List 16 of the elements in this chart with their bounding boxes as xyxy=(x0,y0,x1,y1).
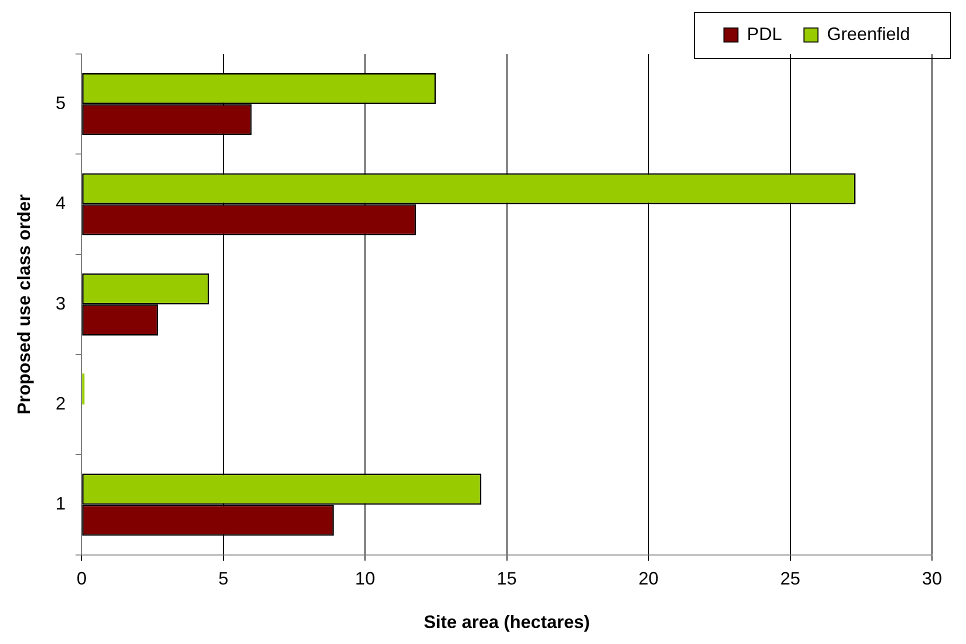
y-axis-title: Proposed use class order xyxy=(14,194,34,414)
y-tick-label: 3 xyxy=(56,293,66,314)
y-tick-label: 5 xyxy=(56,93,66,114)
x-tick-label: 15 xyxy=(496,568,517,589)
y-tick-label: 1 xyxy=(56,494,66,514)
x-tick-label: 20 xyxy=(638,568,659,589)
legend-label: Greenfield xyxy=(826,24,910,44)
x-tick-label: 25 xyxy=(780,568,800,589)
y-tick-label: 4 xyxy=(56,193,66,214)
legend-label: PDL xyxy=(746,24,782,44)
y-tick-label: 2 xyxy=(56,394,66,414)
x-tick-label: 0 xyxy=(76,568,87,589)
x-axis-title: Site area (hectares) xyxy=(424,612,590,632)
x-tick-label: 30 xyxy=(922,568,942,589)
x-tick-label: 10 xyxy=(355,568,376,589)
x-tick-label: 5 xyxy=(218,568,228,589)
